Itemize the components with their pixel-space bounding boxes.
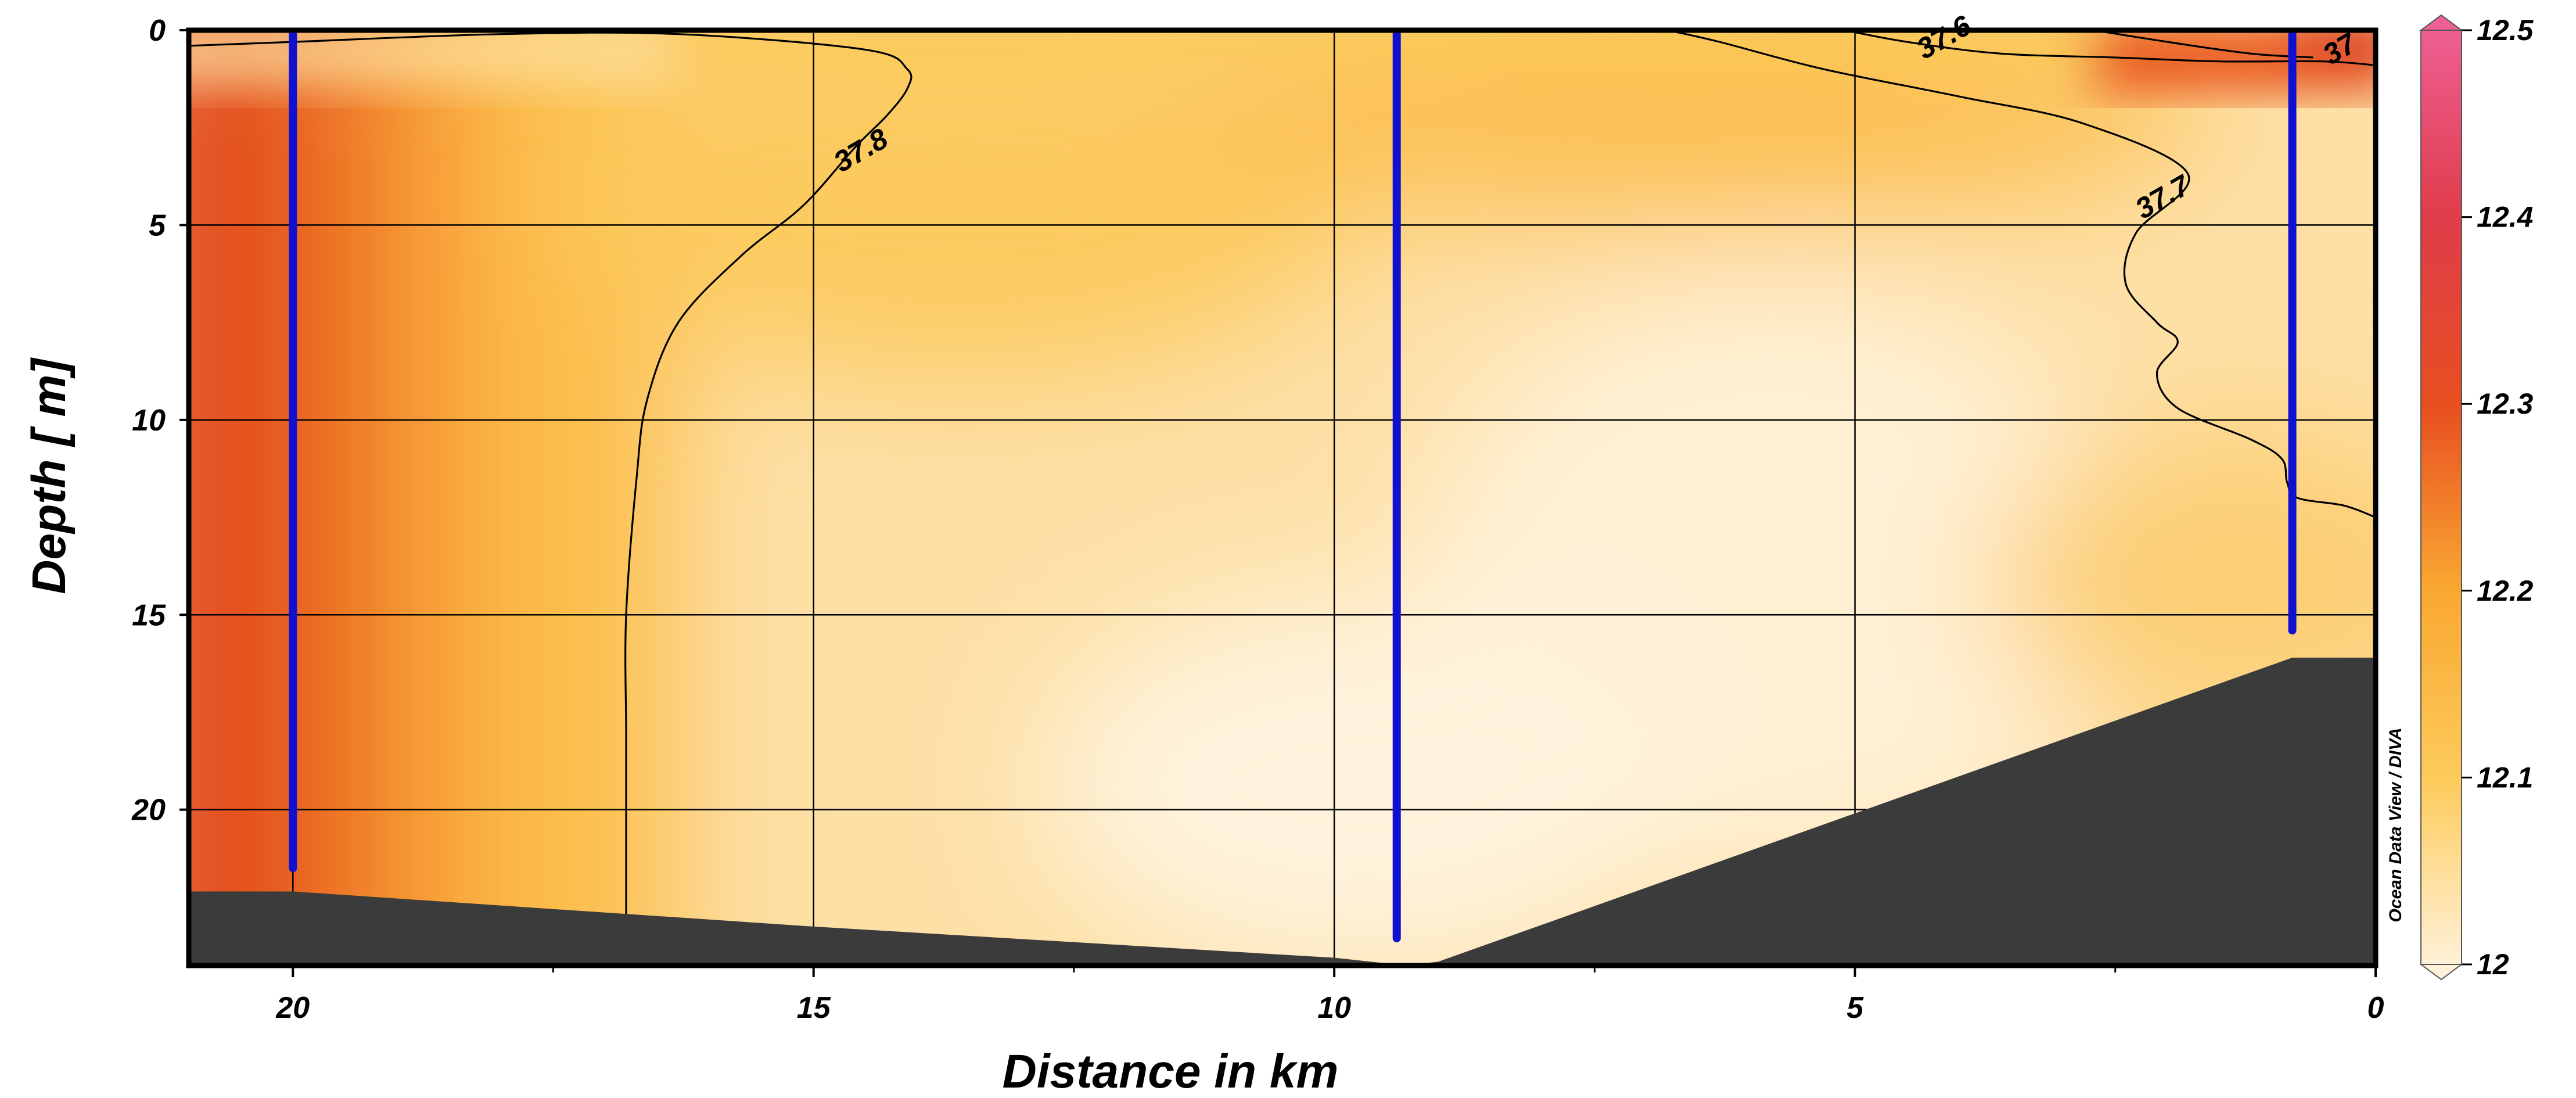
- odv-credit: Ocean Data View / DIVA: [2386, 727, 2405, 922]
- y-axis-title: Depth [ m]: [23, 357, 76, 594]
- y-tick-label-4: 20: [131, 794, 166, 827]
- x-tick-label-4: 0: [2367, 991, 2384, 1025]
- colorbar-label-0: 12: [2477, 948, 2509, 981]
- x-tick-label-0: 20: [275, 991, 310, 1025]
- y-tick-label-3: 15: [132, 598, 166, 632]
- bathymetry-seafloor: [189, 658, 2376, 966]
- station-profiles: [289, 30, 2297, 943]
- colorbar-label-4: 12.4: [2477, 201, 2533, 234]
- colorbar-label-5: 12.5: [2477, 14, 2534, 46]
- colorbar-bottom-cap: [2419, 964, 2464, 981]
- y-tick-label-1: 5: [149, 209, 166, 242]
- x-axis-ticks: 20 15 10 5 0: [275, 966, 2384, 1025]
- contour-line-1: [1667, 29, 2376, 519]
- colorbar-label-2: 12.2: [2477, 575, 2534, 607]
- colorbar-gradient: [2420, 30, 2462, 965]
- contour-line-0: [188, 31, 912, 915]
- y-tick-label-2: 10: [132, 404, 166, 437]
- y-tick-label-0: 0: [149, 14, 166, 48]
- x-tick-label-2: 10: [1317, 991, 1351, 1025]
- x-tick-label-3: 5: [1846, 991, 1864, 1025]
- contour-line-2: [1844, 29, 2376, 66]
- plot-frame: [186, 27, 2379, 968]
- colorbar: 12 12.1 12.2 12.3 12.4 12.5: [2419, 14, 2534, 981]
- colorbar-top-cap: [2419, 14, 2464, 31]
- x-tick-label-1: 15: [797, 991, 831, 1025]
- colorbar-label-3: 12.3: [2477, 387, 2534, 420]
- colorbar-label-1: 12.1: [2477, 761, 2533, 794]
- y-axis-ticks: 0 5 10 15 20: [131, 14, 189, 827]
- x-axis-title: Distance in km: [1003, 1045, 1339, 1098]
- contour-line-3: [2094, 29, 2313, 59]
- color-field: [189, 30, 2376, 966]
